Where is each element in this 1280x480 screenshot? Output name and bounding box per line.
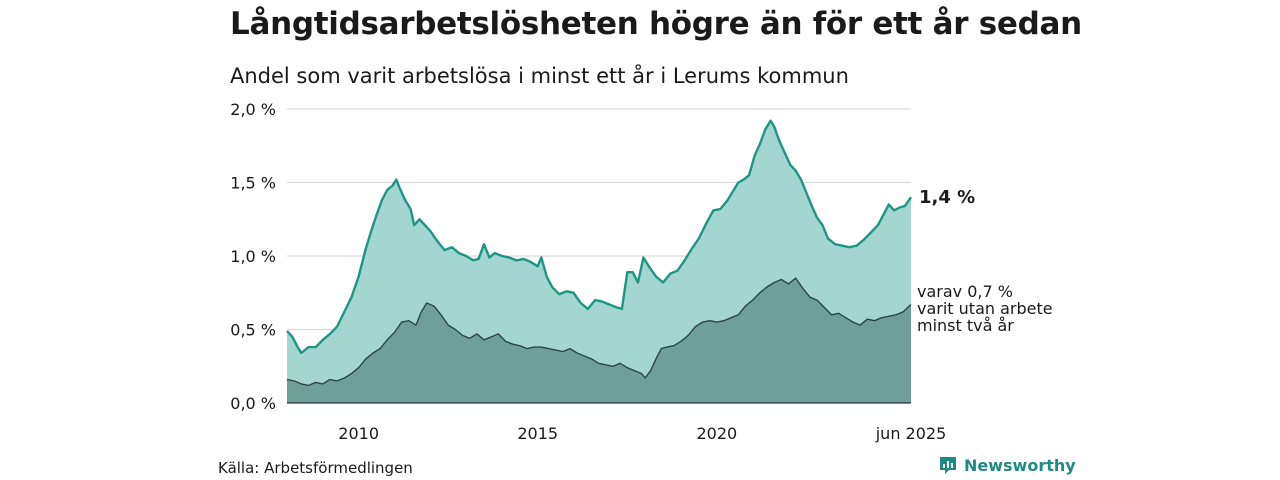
x-tick-label: 2015 [517,424,558,443]
x-tick-label: jun 2025 [875,424,947,443]
y-tick-label: 0,5 % [230,321,276,340]
y-tick-label: 2,0 % [230,100,276,119]
chart-subtitle: Andel som varit arbetslösa i minst ett å… [230,64,849,88]
x-tick-label: 2020 [696,424,737,443]
longterm-end-label: minst två år [917,316,1014,335]
source-note: Källa: Arbetsförmedlingen [218,459,413,477]
x-tick-label: 2010 [338,424,379,443]
longterm-end-label: varav 0,7 % [917,282,1013,301]
newsworthy-logo-icon [940,457,956,474]
y-tick-label: 1,0 % [230,247,276,266]
total-end-label: 1,4 % [919,187,975,208]
longterm-end-label: varit utan arbete [917,299,1053,318]
chart-title: Långtidsarbetslösheten högre än för ett … [230,6,1082,42]
longterm-area [287,278,911,403]
longterm-line [286,277,912,387]
y-tick-label: 0,0 % [230,394,276,413]
total-line [286,119,912,355]
y-tick-label: 1,5 % [230,174,276,193]
brand-logo: Newsworthy [938,455,1076,475]
brand-name: Newsworthy [964,455,1076,475]
